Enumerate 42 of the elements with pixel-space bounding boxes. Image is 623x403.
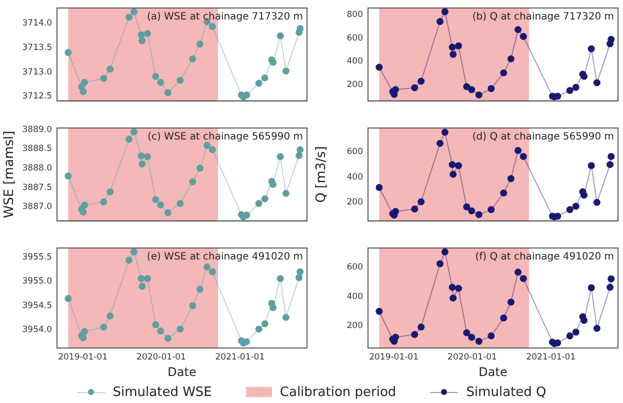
chart-title: (d) Q at chainage 565990 m [472,132,614,143]
legend-label: Simulated Q [466,384,546,400]
legend-label: Calibration period [280,384,396,400]
x-axis-title: Date [168,364,196,379]
y-tick-label: 3713.0 [22,67,52,78]
y-tick-label: 200 [346,80,363,90]
chart-title: (a) WSE at chainage 717320 m [146,12,303,23]
chart-title: (c) WSE at chainage 565990 m [148,132,303,143]
x-tick-label: 2019-01-01 [58,352,108,362]
y-tick-label: 3955.5 [22,252,52,262]
y-tick-label: 3887.5 [22,182,52,193]
y-tick-label: 3954.0 [22,325,52,336]
y-tick-label: 3888.5 [22,144,52,154]
y-tick-label: 400 [346,172,363,182]
y-tick-label: 3712.5 [22,92,52,102]
y-tick-label: 600 [346,147,363,157]
x-axis-title: Date [478,364,508,379]
y-tick-label: 200 [346,198,363,208]
x-tick-label: 2020-01-01 [448,352,497,362]
chart-title: (e) WSE at chainage 491020 m [146,252,303,263]
y-tick-label: 3887.0 [22,202,52,212]
y-axis-title: Q [m3/s] [314,146,330,203]
y-tick-label: 400 [346,292,363,302]
y-tick-label: 3955.0 [22,276,52,287]
x-tick-label: 2021-01-01 [526,352,576,362]
y-tick-label: 600 [346,262,363,273]
x-tick-label: 2020-01-01 [136,352,186,362]
y-tick-label: 3714.0 [22,18,52,28]
y-tick-label: 800 [346,10,363,20]
y-tick-label: 3954.5 [22,300,52,311]
x-tick-label: 2021-01-01 [215,352,265,362]
y-tick-label: 200 [346,320,363,331]
y-tick-label: 3889.0 [22,124,52,135]
y-tick-label: 600 [346,33,363,44]
legend-label: Simulated WSE [112,384,212,400]
chart-title: (b) Q at chainage 717320 m [472,12,614,23]
y-axis-title: WSE [mamsl] [2,130,18,218]
y-tick-label: 400 [346,56,363,67]
y-tick-label: 3713.5 [22,42,52,53]
x-tick-label: 2019-01-01 [369,352,418,362]
y-tick-label: 3888.0 [22,163,52,174]
chart-title: (f) Q at chainage 491020 m [475,252,614,263]
